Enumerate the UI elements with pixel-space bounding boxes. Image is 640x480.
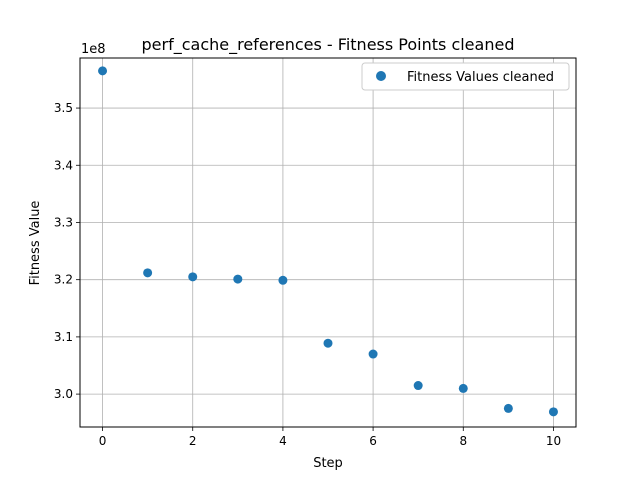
- x-axis-ticks: 0 2 4 6 8 10: [99, 427, 561, 448]
- legend: Fitness Values cleaned: [361, 62, 570, 91]
- data-point: [413, 381, 423, 391]
- data-point: [278, 275, 288, 285]
- x-tick-label: 0: [99, 434, 107, 448]
- y-axis-label: Fitness Value: [28, 201, 43, 286]
- grid-lines: [80, 58, 576, 427]
- data-point: [143, 268, 153, 278]
- legend-label: Fitness Values cleaned: [407, 70, 554, 85]
- legend-marker: [376, 71, 386, 81]
- x-tick-label: 4: [279, 434, 287, 448]
- y-tick-label: 3.2: [54, 273, 73, 287]
- legend-box: [361, 62, 570, 91]
- data-point: [458, 383, 468, 393]
- data-points: [98, 66, 558, 417]
- y-tick-label: 3.3: [54, 215, 73, 229]
- chart-title: perf_cache_references - Fitness Points c…: [142, 35, 515, 55]
- data-point: [233, 274, 243, 284]
- x-axis-label: Step: [313, 456, 343, 471]
- x-tick-label: 10: [546, 434, 561, 448]
- x-tick-label: 8: [459, 434, 467, 448]
- x-tick-label: 6: [369, 434, 377, 448]
- data-point: [188, 272, 198, 282]
- data-point: [368, 349, 378, 359]
- y-axis-ticks: 3.0 3.1 3.2 3.3 3.4 3.5: [54, 101, 80, 401]
- y-tick-label: 3.4: [54, 158, 73, 172]
- y-tick-label: 3.1: [54, 330, 73, 344]
- data-point: [503, 403, 513, 413]
- axes-frame: [79, 57, 577, 428]
- y-tick-label: 3.0: [54, 387, 73, 401]
- data-point: [548, 407, 558, 417]
- x-tick-label: 2: [189, 434, 197, 448]
- data-point: [98, 66, 108, 76]
- y-tick-label: 3.5: [54, 101, 73, 115]
- data-point: [323, 338, 333, 348]
- y-axis-offset-label: 1e8: [81, 42, 106, 57]
